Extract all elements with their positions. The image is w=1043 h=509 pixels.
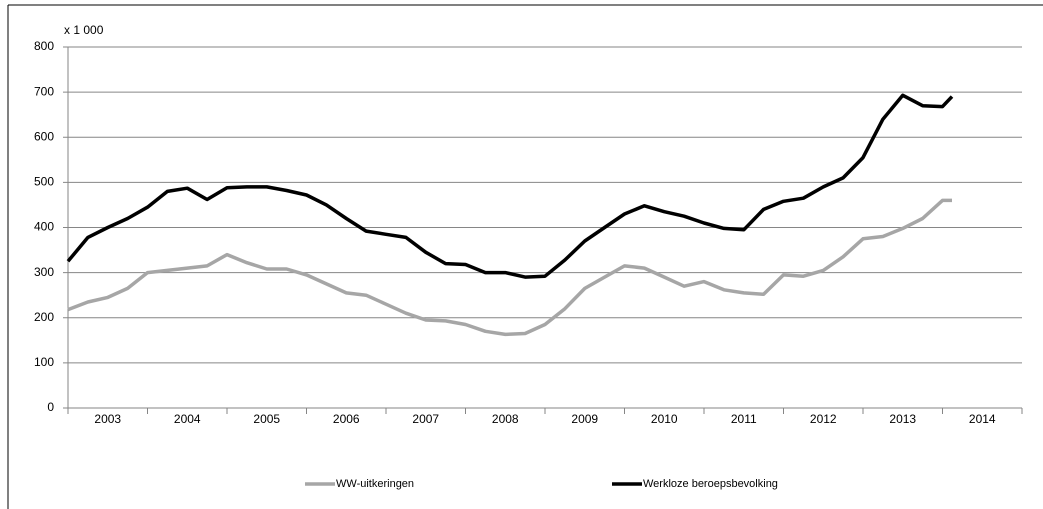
x-tick-label: 2010 bbox=[651, 412, 678, 426]
y-tick-label: 600 bbox=[34, 129, 54, 143]
x-tick-label: 2009 bbox=[571, 412, 598, 426]
legend-label: WW-uitkeringen bbox=[336, 478, 414, 490]
x-tick-label: 2008 bbox=[492, 412, 519, 426]
series-line bbox=[66, 93, 954, 279]
x-tick-label: 2004 bbox=[174, 412, 201, 426]
x-tick-label: 2012 bbox=[810, 412, 837, 426]
x-tick-label: 2011 bbox=[731, 412, 757, 426]
series-line bbox=[67, 198, 952, 337]
y-axis-label: x 1 000 bbox=[64, 23, 104, 37]
x-tick-label: 2005 bbox=[253, 412, 280, 426]
y-tick-label: 500 bbox=[34, 175, 54, 189]
x-tick-label: 2014 bbox=[969, 412, 996, 426]
y-tick-label: 0 bbox=[47, 400, 54, 414]
x-tick-label: 2006 bbox=[333, 412, 360, 426]
y-tick-label: 800 bbox=[34, 39, 54, 53]
x-tick-label: 2007 bbox=[412, 412, 439, 426]
y-tick-label: 100 bbox=[34, 355, 54, 369]
x-tick-label: 2013 bbox=[889, 412, 916, 426]
x-tick-label: 2003 bbox=[94, 412, 121, 426]
y-tick-label: 400 bbox=[34, 220, 54, 234]
y-tick-label: 300 bbox=[34, 265, 54, 279]
y-tick-label: 700 bbox=[34, 84, 54, 98]
legend-label: Werkloze beroepsbevolking bbox=[643, 478, 778, 490]
y-tick-label: 200 bbox=[34, 310, 54, 324]
